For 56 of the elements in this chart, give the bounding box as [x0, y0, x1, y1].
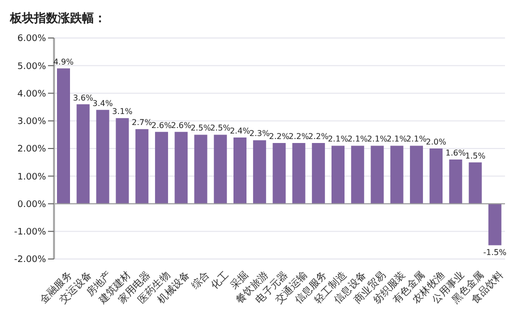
bar	[468, 162, 482, 204]
bar	[390, 146, 404, 204]
data-label: 2.0%	[426, 138, 447, 146]
data-label: 3.4%	[92, 98, 114, 108]
bar	[155, 132, 168, 204]
data-label: 2.1%	[367, 134, 388, 144]
y-tick-label: -2.00%	[14, 255, 46, 266]
data-label: 2.1%	[386, 134, 408, 144]
y-tick-label: 1.00%	[17, 172, 46, 182]
bar	[174, 132, 188, 204]
data-label: 2.6%	[170, 120, 192, 130]
bar	[312, 142, 325, 204]
data-label: 2.2%	[269, 132, 290, 141]
bar	[194, 134, 208, 204]
chart-title: 板块指数涨跌幅：	[10, 10, 106, 27]
bar	[370, 146, 384, 204]
data-label: 2.6%	[151, 120, 172, 130]
y-tick-label: 2.00%	[17, 144, 46, 155]
data-label: 3.6%	[72, 93, 94, 102]
data-label: 2.1%	[328, 134, 349, 144]
data-label: 3.1%	[112, 107, 133, 116]
bar	[76, 104, 90, 204]
y-tick-label: 5.00%	[17, 62, 46, 72]
bar	[135, 129, 148, 204]
y-tick-label: 6.00%	[17, 34, 46, 44]
y-tick-label: 4.00%	[17, 89, 46, 100]
y-tick-label: 3.00%	[17, 117, 46, 128]
bar	[96, 110, 110, 204]
data-label: 2.2%	[308, 132, 329, 141]
bar	[214, 134, 227, 204]
bar	[253, 140, 266, 204]
bar	[332, 146, 345, 204]
data-label: 1.5%	[465, 151, 486, 160]
data-label: 2.1%	[347, 134, 368, 144]
data-label: 4.9%	[53, 57, 74, 66]
bar	[410, 146, 423, 204]
bar	[488, 204, 502, 246]
data-label: 2.1%	[406, 134, 428, 144]
bar	[449, 160, 462, 204]
y-tick-label: 0.00%	[17, 200, 46, 210]
bar	[430, 148, 443, 204]
data-label: 2.5%	[210, 124, 231, 133]
data-label: 2.7%	[132, 118, 152, 128]
bar	[292, 142, 306, 204]
data-label: 1.6%	[446, 148, 466, 158]
data-label: 2.2%	[288, 132, 310, 141]
bar	[57, 68, 70, 204]
bar	[351, 146, 364, 204]
bar	[272, 142, 286, 204]
bar	[233, 137, 246, 204]
bar	[116, 118, 129, 204]
data-label: 2.3%	[249, 129, 270, 138]
y-tick-label: -1.00%	[14, 228, 46, 238]
data-label: 2.4%	[230, 126, 251, 136]
data-label: 2.5%	[190, 124, 212, 133]
data-label: -1.5%	[483, 248, 507, 258]
